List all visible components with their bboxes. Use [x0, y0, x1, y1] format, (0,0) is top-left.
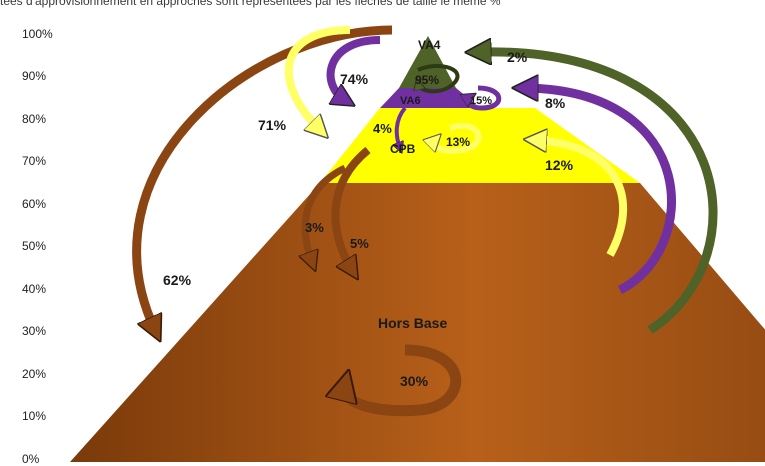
y-tick-90: 90%: [22, 69, 47, 83]
label-hors-base: Hors Base: [378, 315, 447, 331]
layer-va4: [399, 36, 456, 88]
arrow-va6-self: [468, 85, 502, 111]
y-tick-80: 80%: [22, 112, 47, 126]
pct-cpb-to-hb-a: 3%: [305, 220, 324, 235]
layer-hors-base: [70, 183, 765, 462]
pct-va4-self: 95%: [415, 73, 439, 87]
arrow-va4-to-hors-base: [132, 25, 393, 330]
y-tick-50: 50%: [22, 239, 47, 253]
arrow-va4-to-va6: [326, 36, 381, 100]
pct-cpb-self: 13%: [446, 135, 470, 149]
y-tick-20: 20%: [22, 367, 47, 381]
arrow-cpb-to-hb-3: [305, 164, 347, 262]
layer-cpb: [320, 108, 640, 183]
pct-va4-to-cpb: 71%: [258, 117, 287, 133]
pct-hb-to-cpb: 12%: [545, 157, 574, 173]
y-axis: 100% 90% 80% 70% 60% 50% 40% 30% 20% 10%…: [0, 0, 60, 466]
arrow-va6-to-cpb: [397, 106, 407, 148]
arrow-va4-to-cpb: [284, 26, 351, 130]
y-tick-60: 60%: [22, 197, 47, 211]
y-tick-10: 10%: [22, 409, 47, 423]
arrow-hors-base-to-va6: [525, 88, 676, 295]
pct-va4-to-va6: 74%: [340, 71, 369, 87]
label-cpb: CPB: [390, 142, 416, 156]
arrow-va4-self: [418, 64, 460, 94]
pct-hb-to-va6: 8%: [545, 95, 566, 111]
y-tick-0: 0%: [22, 452, 40, 466]
arrow-cpb-self: [434, 122, 482, 154]
pct-hb-to-va4: 2%: [507, 49, 528, 65]
pct-va6-self: 15%: [470, 95, 492, 107]
pct-va4-to-hb: 62%: [163, 272, 192, 288]
arrow-hors-base-self: [345, 344, 462, 417]
arrow-cpb-to-hb-5: [331, 146, 371, 270]
arrow-hors-base-to-cpb: [535, 140, 628, 257]
y-tick-70: 70%: [22, 154, 47, 168]
y-tick-30: 30%: [22, 324, 47, 338]
label-va4: VA4: [418, 38, 441, 52]
layer-va6: [380, 88, 480, 108]
pct-cpb-to-hb-b: 5%: [350, 236, 369, 251]
label-va6: VA6: [400, 95, 421, 107]
pct-hb-self: 30%: [400, 373, 429, 389]
figure-caption: tées d'approvisionnement en approches so…: [0, 0, 501, 8]
arrow-hors-base-to-va4: [478, 52, 718, 334]
y-tick-40: 40%: [22, 282, 47, 296]
y-tick-100: 100%: [22, 27, 53, 41]
pct-va6-to-cpb: 4%: [373, 121, 392, 136]
